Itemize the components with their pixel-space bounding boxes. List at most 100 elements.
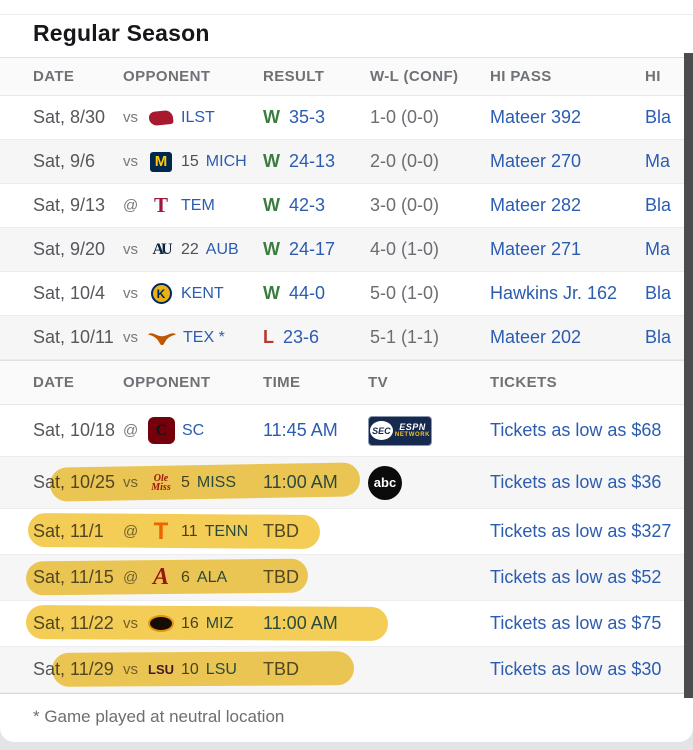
opponent-cell: @ C SC [123, 417, 263, 444]
results-table-header: DATE OPPONENT RESULT W-L (CONF) HI PASS HI [0, 57, 693, 96]
win-loss-letter: W [263, 107, 280, 127]
tickets-link[interactable]: Tickets as low as $68 [490, 420, 662, 440]
team-logo-slot [148, 109, 174, 126]
abc-logo: abc [368, 465, 402, 500]
tickets-link[interactable]: Tickets as low as $75 [490, 613, 662, 633]
opponent-cell: vs K KENT [123, 283, 263, 304]
game-row: Sat, 11/1 @ T 11 TENN TBD Tickets as low as $3… [0, 509, 693, 555]
hi-pass-link[interactable]: Hawkins Jr. 162 [490, 283, 618, 303]
game-row: Sat, 11/22 vs 16 MIZ 11:00 AM Tickets as low … [0, 601, 693, 647]
opponent-cell: @ T TEM [123, 193, 263, 218]
team-logo-slot: T [148, 193, 174, 218]
tickets-link[interactable]: Tickets as low as $327 [490, 521, 672, 541]
temple-logo: T [153, 193, 168, 217]
home-away-prefix: vs [123, 285, 138, 302]
team-link[interactable]: MICH [205, 152, 247, 170]
team-link[interactable]: TEX * [183, 328, 225, 346]
hi-truncated-cell: Bla [645, 195, 672, 215]
column-header: TV [368, 374, 388, 391]
tickets-link[interactable]: Tickets as low as $52 [490, 567, 662, 587]
hi-truncated-cell: Ma [645, 239, 671, 259]
game-row: Sat, 10/18 @ C SC 11:45 AM SEC ESPN NETWORK Tick… [0, 405, 693, 457]
team-rank: 15 [181, 152, 199, 170]
team-link[interactable]: TEM [181, 196, 215, 214]
date-cell: Sat, 10/4 [33, 283, 106, 303]
score-link[interactable]: 24-13 [289, 151, 336, 171]
footnote-bar: * Game played at neutral location [0, 693, 693, 739]
score-link[interactable]: 35-3 [289, 107, 326, 127]
team-logo-slot: A [148, 564, 174, 591]
kent-state-logo: K [150, 283, 172, 304]
game-row: Sat, 9/6 vs M 15 MICH W 24-13 2-0 (0-0) Mateer 2… [0, 140, 693, 184]
team-link[interactable]: ALA [196, 568, 228, 586]
game-row: Sat, 9/13 @ T TEM W 42-3 3-0 (0-0) Mateer 282 Bl… [0, 184, 693, 228]
team-logo-slot: LSU [148, 662, 174, 677]
hi-pass-link[interactable]: Mateer 392 [490, 107, 582, 127]
game-row: Sat, 10/11 vs TEX * L 23-6 5-1 (1-1) Mateer 20… [0, 316, 693, 360]
team-link[interactable]: MISS [196, 473, 237, 491]
score-link[interactable]: 24-17 [289, 239, 336, 259]
tv-cell: abc [368, 465, 490, 500]
adjacent-panel-strip [684, 53, 693, 698]
home-away-prefix: @ [123, 422, 139, 439]
sec-oval: SEC [369, 421, 393, 440]
game-time-link[interactable]: 11:00 AM [263, 472, 338, 492]
team-link[interactable]: MIZ [205, 614, 234, 632]
team-link[interactable]: AUB [205, 240, 239, 258]
game-row: Sat, 11/29 vs LSU 10 LSU TBD Tickets as low as… [0, 647, 693, 693]
column-header: OPPONENT [123, 68, 211, 85]
tickets-link[interactable]: Tickets as low as $30 [490, 659, 662, 679]
column-header: DATE [33, 68, 75, 85]
team-logo-slot [148, 615, 174, 632]
score-link[interactable]: 44-0 [289, 283, 326, 303]
result-cell: W 42-3 [263, 195, 370, 216]
score-link[interactable]: 23-6 [283, 327, 320, 347]
home-away-prefix: vs [123, 615, 138, 632]
game-time-tbd: TBD [263, 521, 299, 541]
opponent-cell: vs AU 22 AUB [123, 241, 263, 259]
team-logo-slot: AU [148, 241, 174, 259]
opponent-cell: @ A 6 ALA [123, 564, 263, 591]
home-away-prefix: vs [123, 329, 138, 346]
ole-miss-logo: Ole Miss [151, 473, 171, 492]
record-cell: 3-0 (0-0) [370, 195, 440, 215]
upcoming-table-body: Sat, 10/18 @ C SC 11:45 AM SEC ESPN NETWORK Tick… [0, 405, 693, 693]
home-away-prefix: vs [123, 153, 138, 170]
result-cell: L 23-6 [263, 327, 370, 348]
opponent-cell: vs ILST [123, 109, 263, 127]
team-link[interactable]: SC [182, 421, 205, 439]
game-time-link[interactable]: 11:00 AM [263, 613, 338, 633]
results-table: DATE OPPONENT RESULT W-L (CONF) HI PASS HI Sa… [0, 57, 693, 360]
score-link[interactable]: 42-3 [289, 195, 326, 215]
win-loss-letter: W [263, 195, 280, 215]
missouri-logo [148, 615, 174, 632]
team-logo-slot [148, 330, 176, 346]
team-link[interactable]: LSU [205, 660, 237, 678]
game-time-link[interactable]: 11:45 AM [263, 420, 338, 440]
team-rank: 16 [181, 614, 199, 632]
team-rank: 22 [181, 240, 199, 258]
hi-truncated-cell: Bla [645, 327, 672, 347]
opponent-cell: vs 16 MIZ [123, 615, 263, 633]
team-link[interactable]: TENN [204, 522, 249, 540]
team-link[interactable]: KENT [181, 284, 224, 302]
opponent-cell: vs LSU 10 LSU [123, 661, 263, 679]
opponent-cell: vs M 15 MICH [123, 151, 263, 172]
team-logo-slot: T [148, 518, 174, 546]
hi-pass-link[interactable]: Mateer 270 [490, 151, 582, 171]
home-away-prefix: vs [123, 474, 138, 491]
hi-pass-link[interactable]: Mateer 271 [490, 239, 582, 259]
column-header: OPPONENT [123, 374, 211, 391]
hi-pass-link[interactable]: Mateer 202 [490, 327, 582, 347]
column-header: W-L (CONF) [370, 68, 459, 85]
column-header: HI [645, 68, 661, 85]
texas-logo [148, 330, 176, 346]
hi-pass-link[interactable]: Mateer 282 [490, 195, 582, 215]
results-table-body: Sat, 8/30 vs ILST W 35-3 1-0 (0-0) Mateer 392 B… [0, 96, 693, 360]
column-header: RESULT [263, 68, 325, 85]
win-loss-letter: L [263, 327, 274, 347]
tickets-link[interactable]: Tickets as low as $36 [490, 472, 662, 492]
team-link[interactable]: ILST [181, 108, 215, 126]
date-cell: Sat, 11/22 [33, 613, 114, 633]
date-cell: Sat, 10/11 [33, 327, 114, 347]
